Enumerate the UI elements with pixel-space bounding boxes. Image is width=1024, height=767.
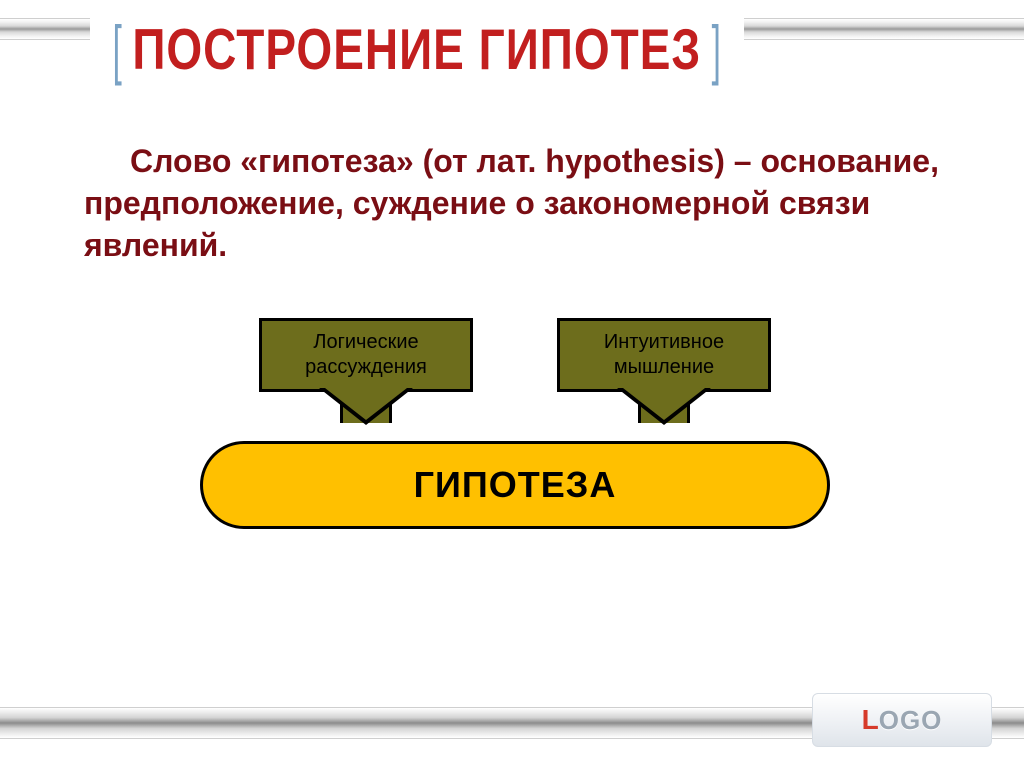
source-row: Логическиерассуждения Интуитивноемышлени… bbox=[170, 318, 860, 392]
bracket-right-icon: ] bbox=[712, 16, 721, 82]
hypothesis-flowchart: Логическиерассуждения Интуитивноемышлени… bbox=[170, 318, 860, 529]
arrow-row bbox=[170, 389, 860, 423]
definition-paragraph: Слово «гипотеза» (от лат. hypothesis) – … bbox=[84, 140, 940, 267]
definition-text: Слово «гипотеза» (от лат. hypothesis) – … bbox=[84, 143, 939, 263]
target-hypothesis: ГИПОТЕЗА bbox=[200, 441, 830, 529]
slide-title: [ ПОСТРОЕНИЕ ГИПОТЕЗ ] bbox=[90, 16, 744, 82]
arrow-down-icon bbox=[617, 389, 711, 423]
logo-rest: OGO bbox=[879, 705, 943, 736]
logo-l: L bbox=[862, 704, 877, 736]
source-box-logical: Логическиерассуждения bbox=[259, 318, 473, 392]
arrow-down-icon bbox=[319, 389, 413, 423]
target-label: ГИПОТЕЗА bbox=[414, 464, 617, 506]
source-box-intuitive: Интуитивноемышление bbox=[557, 318, 771, 392]
title-text: ПОСТРОЕНИЕ ГИПОТЕЗ bbox=[132, 15, 701, 83]
logo-badge: L OGO bbox=[812, 693, 992, 747]
bracket-left-icon: [ bbox=[113, 16, 122, 82]
